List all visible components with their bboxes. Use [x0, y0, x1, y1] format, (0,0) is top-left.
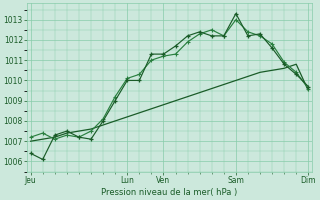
- X-axis label: Pression niveau de la mer( hPa ): Pression niveau de la mer( hPa ): [101, 188, 237, 197]
